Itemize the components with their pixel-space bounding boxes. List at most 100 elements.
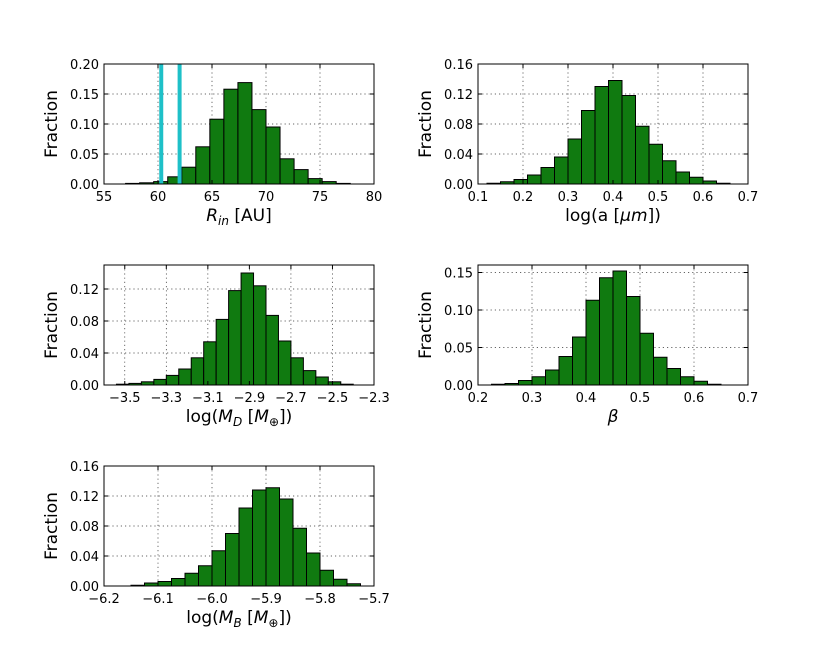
- x-axis-label-part: log(: [186, 608, 219, 628]
- histogram-bar: [545, 369, 560, 386]
- y-tick-label: 0.20: [70, 58, 99, 73]
- subplot-loga: 0.1 0.2 0.3 0.4 0.5 0.6 0.7 0.00 0.04 0.08 0.12 0.1…: [416, 58, 758, 226]
- x-axis-label-part: ⊕: [268, 616, 278, 630]
- y-tick-label: 0.16: [444, 58, 473, 73]
- histogram-bar: [594, 86, 609, 185]
- x-axis-label-part: D: [233, 415, 242, 429]
- x-axis-label-part: ]): [648, 206, 661, 226]
- y-tick-label: 0.05: [70, 148, 99, 163]
- histogram-bar: [184, 572, 199, 587]
- x-tick-label: 0.2: [513, 190, 534, 205]
- y-axis-label: Fraction: [42, 90, 62, 158]
- histogram-bar: [666, 368, 681, 386]
- histogram-bar: [290, 357, 304, 386]
- histogram-bar: [153, 378, 167, 386]
- histogram-bar: [531, 376, 546, 386]
- y-tick-label: 0.15: [444, 267, 473, 282]
- x-axis-label-part: [AU]: [229, 206, 272, 226]
- x-tick-label: 80: [366, 190, 383, 205]
- y-tick-label: 0.12: [70, 283, 99, 298]
- x-tick-label: 65: [204, 190, 221, 205]
- histogram-bar: [612, 270, 627, 386]
- histogram-bar: [157, 581, 172, 587]
- y-tick-label: 0.10: [70, 118, 99, 133]
- histogram-bar: [572, 336, 587, 386]
- histogram-bar: [165, 374, 180, 386]
- histogram-bar: [171, 578, 186, 587]
- x-tick-label: 0.7: [738, 391, 759, 406]
- x-tick-label: −3.3: [151, 391, 183, 406]
- histogram-bar: [293, 169, 309, 185]
- x-tick-label: −6.2: [88, 592, 120, 607]
- subplot-md: −3.5 −3.3 −3.1 −2.9 −2.7 −2.5 −2.3 0.00 0.04 0.08…: [42, 264, 390, 429]
- x-tick-label: −5.7: [358, 592, 390, 607]
- y-axis-label: Fraction: [42, 291, 62, 359]
- histogram-bar: [181, 166, 197, 185]
- histogram-bar: [211, 550, 226, 587]
- x-axis-label: log(MB [M⊕]): [186, 608, 292, 630]
- histogram-bar: [209, 118, 225, 185]
- histogram-bar: [581, 110, 596, 185]
- y-tick-label: 0.15: [70, 88, 99, 103]
- histogram-bar: [203, 341, 217, 386]
- y-tick-label: 0.04: [444, 148, 473, 163]
- histogram-bar: [599, 277, 614, 386]
- subplot-beta: 0.2 0.3 0.4 0.5 0.6 0.7 0.00 0.05 0.10 0.15 Fracti…: [416, 264, 759, 427]
- x-tick-label: 0.7: [738, 190, 759, 205]
- histogram-bar: [238, 507, 253, 587]
- x-tick-label: −5.8: [304, 592, 336, 607]
- x-axis-label-part: [: [242, 608, 254, 628]
- x-tick-label: −2.5: [317, 391, 349, 406]
- subplot-rin: 55 60 65 70 75 80 0.00 0.05 0.10 0.15 0.20 Fraction…: [42, 58, 382, 228]
- y-axis-label: Fraction: [42, 492, 62, 560]
- x-tick-label: 0.2: [468, 391, 489, 406]
- histogram-bar: [333, 578, 348, 587]
- x-axis-label: log(MD [M⊕]): [186, 407, 293, 429]
- histogram-bar: [513, 179, 528, 185]
- y-tick-label: 0.00: [444, 379, 473, 394]
- histogram-bar: [662, 160, 677, 185]
- histogram-bar: [240, 272, 255, 386]
- x-axis-label: Rin [AU]: [206, 206, 272, 228]
- x-tick-label: −5.9: [250, 592, 282, 607]
- x-axis-label: β: [607, 407, 619, 427]
- histogram-bar: [215, 318, 230, 386]
- x-axis-label-part: M: [219, 608, 234, 628]
- x-tick-label: 60: [150, 190, 167, 205]
- histogram-bar: [252, 489, 267, 587]
- histogram-bar: [223, 88, 239, 185]
- x-tick-label: −2.7: [275, 391, 307, 406]
- histogram-bar: [251, 109, 267, 185]
- y-axis-label: Fraction: [416, 291, 436, 359]
- histogram-bar: [540, 167, 555, 185]
- histogram-bar: [693, 380, 708, 386]
- histogram-bar: [689, 176, 704, 185]
- x-tick-label: −3.1: [192, 391, 224, 406]
- y-tick-label: 0.00: [70, 580, 99, 595]
- histogram-bar: [225, 533, 240, 587]
- histogram-bar: [527, 174, 542, 185]
- x-axis-label-part: ⊕: [269, 415, 279, 429]
- x-axis-label-part: log(a [: [565, 206, 620, 226]
- histogram-bar: [635, 125, 650, 185]
- y-tick-label: 0.08: [70, 520, 99, 535]
- x-tick-label: 0.3: [522, 391, 543, 406]
- y-tick-label: 0.12: [70, 490, 99, 505]
- histogram-bar: [585, 299, 600, 386]
- x-tick-label: 0.5: [630, 391, 651, 406]
- x-axis-label-part: M: [254, 608, 269, 628]
- histogram-bar: [680, 376, 695, 386]
- histogram-bar: [265, 126, 281, 185]
- histogram-bar: [518, 380, 533, 386]
- histogram-bar: [319, 569, 334, 587]
- x-tick-label: 55: [96, 190, 113, 205]
- histogram-bar: [265, 487, 280, 587]
- histogram-bar: [190, 357, 205, 386]
- histogram-bar: [567, 138, 582, 185]
- x-axis-label: log(a [μm]): [565, 206, 661, 226]
- x-tick-label: 0.4: [603, 190, 624, 205]
- x-axis-label-part: R: [206, 206, 218, 226]
- axes-frame: [477, 264, 749, 386]
- y-tick-label: 0.00: [444, 178, 473, 193]
- histogram-bar: [302, 370, 317, 386]
